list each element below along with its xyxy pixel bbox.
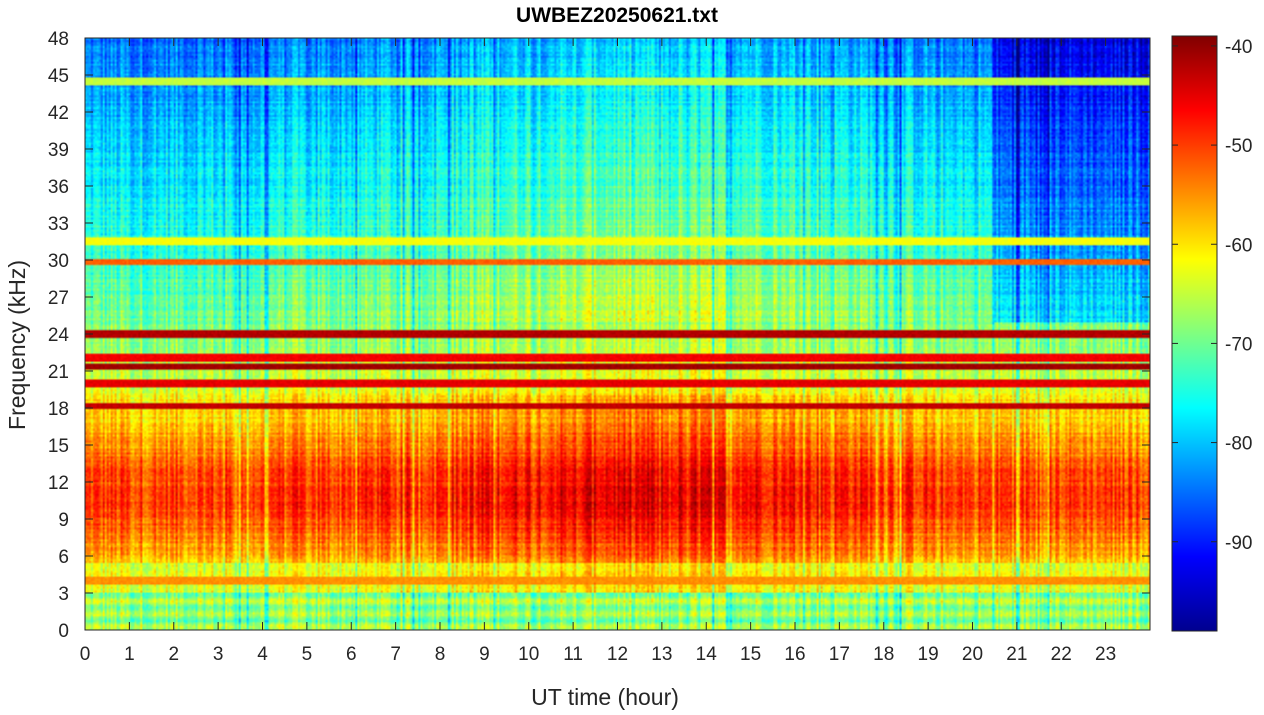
y-tick-label: 39 xyxy=(48,140,69,161)
x-tick-label: 20 xyxy=(962,644,983,665)
chart-title: UWBEZ20250621.txt xyxy=(516,4,718,27)
x-tick-label: 22 xyxy=(1051,644,1072,665)
y-tick-label: 18 xyxy=(48,399,69,420)
x-tick-label: 4 xyxy=(257,644,268,665)
y-tick-label: 36 xyxy=(48,177,69,198)
y-tick-label: 0 xyxy=(58,621,69,642)
y-tick-label: 30 xyxy=(48,251,69,272)
y-tick-label: 48 xyxy=(48,29,69,50)
x-tick-label: 5 xyxy=(302,644,313,665)
y-tick-label: 9 xyxy=(58,510,69,531)
x-tick-label: 12 xyxy=(607,644,628,665)
x-axis-label: UT time (hour) xyxy=(531,684,679,710)
x-tick-label: 21 xyxy=(1006,644,1027,665)
x-tick-label: 7 xyxy=(390,644,401,665)
x-axis: 0 1 2 3 4 5 6 7 8 9 10 11 12 13 14 15 16 17 18 19 20 21 22 23 xyxy=(80,38,1116,665)
colorbar-bar xyxy=(1171,35,1218,632)
y-tick-label: 21 xyxy=(48,362,69,383)
y-tick-label: 33 xyxy=(48,214,69,235)
colorbar: -40 -50 -60 -70 -80 -90 xyxy=(1171,35,1252,632)
y-tick-label: 15 xyxy=(48,436,69,457)
x-tick-label: 0 xyxy=(80,644,91,665)
y-tick-label: 3 xyxy=(58,584,69,605)
x-tick-label: 16 xyxy=(784,644,805,665)
x-tick-label: 8 xyxy=(435,644,446,665)
x-tick-label: 2 xyxy=(168,644,179,665)
y-tick-label: 24 xyxy=(48,325,70,346)
y-tick-label: 6 xyxy=(58,547,69,568)
x-tick-label: 3 xyxy=(213,644,224,665)
x-tick-label: 10 xyxy=(518,644,539,665)
y-axis-label: Frequency (kHz) xyxy=(4,260,30,430)
x-tick-label: 9 xyxy=(479,644,490,665)
heatmap-image xyxy=(85,38,1150,630)
colorbar-tick-label: -80 xyxy=(1225,434,1252,455)
x-tick-label: 19 xyxy=(918,644,939,665)
colorbar-tick-label: -60 xyxy=(1225,235,1252,256)
colorbar-tick-label: -90 xyxy=(1225,533,1252,554)
colorbar-tick-label: -70 xyxy=(1225,334,1252,355)
x-tick-label: 13 xyxy=(651,644,672,665)
x-tick-label: 14 xyxy=(696,644,718,665)
x-tick-label: 17 xyxy=(829,644,850,665)
y-tick-label: 42 xyxy=(48,103,69,124)
y-tick-label: 45 xyxy=(48,66,69,87)
y-tick-label: 12 xyxy=(48,473,69,494)
x-tick-label: 15 xyxy=(740,644,761,665)
x-tick-label: 6 xyxy=(346,644,357,665)
plot-area xyxy=(85,38,1150,630)
colorbar-tick-label: -50 xyxy=(1225,136,1252,157)
x-tick-label: 11 xyxy=(563,644,583,665)
x-tick-label: 18 xyxy=(873,644,894,665)
colorbar-ticks: -40 -50 -60 -70 -80 -90 xyxy=(1172,37,1252,554)
colorbar-tick-label: -40 xyxy=(1225,37,1252,58)
x-tick-label: 1 xyxy=(124,644,135,665)
y-tick-label: 27 xyxy=(48,288,69,309)
x-tick-label: 23 xyxy=(1095,644,1116,665)
